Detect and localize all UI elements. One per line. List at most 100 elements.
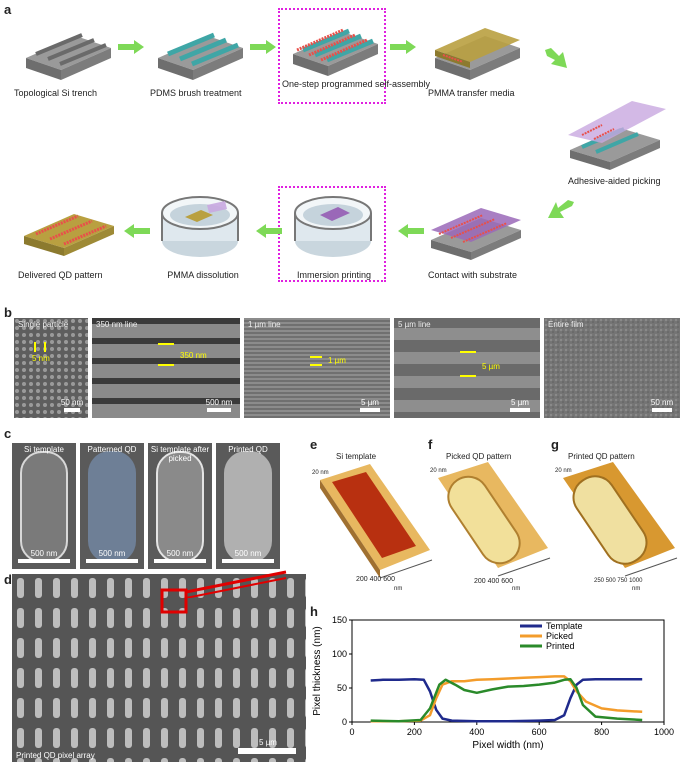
- pmma-transfer-illustration: [435, 28, 520, 80]
- contact-substrate-illustration: [431, 208, 521, 260]
- x-axis-label: Pixel width (nm): [472, 740, 543, 751]
- left-arrow-icon: [398, 224, 424, 238]
- legend-label-picked: Picked: [546, 631, 573, 641]
- step-label-si-trench: Topological Si trench: [14, 88, 98, 98]
- measure-label: 5 µm: [482, 362, 500, 371]
- pixel-array-texture: [12, 574, 306, 762]
- c-tile-si-after-picked: Si template after picked 500 nm: [148, 443, 212, 569]
- tile-label: Printed QD: [228, 445, 268, 454]
- tile-label: Entire film: [548, 320, 584, 329]
- tile-label: 350 nm line: [96, 320, 138, 329]
- measure-marker: [310, 364, 322, 366]
- particle-texture: [14, 318, 88, 418]
- afm-z-label-f: 20 nm: [430, 468, 447, 474]
- si-trench-illustration: [26, 33, 111, 80]
- down-left-arrow-icon: [548, 200, 574, 218]
- delivered-pattern-illustration: [24, 214, 114, 256]
- right-arrow-icon: [118, 40, 144, 54]
- measure-marker: [460, 351, 476, 353]
- scale-bar: 5 µm: [506, 398, 534, 412]
- scale-bar: 50 nm: [648, 398, 676, 412]
- step-label-dissolution: PMMA dissolution: [167, 270, 239, 280]
- c-tile-patterned-qd: Patterned QD 500 nm: [80, 443, 144, 569]
- series-line-picked: [370, 675, 643, 723]
- afm-z-label-e: 20 nm: [312, 470, 329, 476]
- c-tile-printed-qd: Printed QD 500 nm: [216, 443, 280, 569]
- y-tick-label: 150: [332, 615, 347, 625]
- x-tick-label: 1000: [654, 727, 674, 737]
- afm-printed-pattern: [563, 462, 678, 577]
- afm-ticks-e: 200 400 600: [356, 576, 395, 583]
- c-tile-si-template: Si template 500 nm: [12, 443, 76, 569]
- scale-bar: 50 nm: [60, 398, 84, 412]
- measure-marker: [44, 342, 46, 352]
- chart-axes: 0 200 400 600 800 1000 0 50 100 150 Pixel width (n…: [312, 615, 674, 751]
- sem-tile-5um-line: 5 µm line 5 µm 5 µm: [394, 318, 540, 418]
- sem-tile-single-particle: Single particle 5 nm 50 nm: [14, 318, 88, 418]
- measure-marker: [158, 343, 174, 345]
- image-label: Printed QD pixel array: [16, 751, 95, 760]
- thickness-line-chart: 0 200 400 600 800 1000 0 50 100 150 Pixel width (n…: [312, 615, 674, 751]
- adhesive-picking-illustration: [568, 101, 666, 170]
- step-label-adhesive-picking: Adhesive-aided picking: [568, 176, 661, 186]
- sem-tile-1um-line: 1 µm line 1 µm 5 µm: [244, 318, 390, 418]
- immersion-dish-illustration: [294, 196, 372, 257]
- x-tick-label: 600: [532, 727, 547, 737]
- measure-marker: [158, 364, 174, 366]
- measure-label: 350 nm: [180, 351, 207, 360]
- tile-label: Si template: [23, 445, 65, 454]
- scale-bar: 500 nm: [80, 549, 144, 563]
- panel-g-letter: g: [551, 437, 559, 452]
- legend-label-template: Template: [546, 621, 583, 631]
- panel-d-letter: d: [4, 572, 12, 587]
- x-tick-label: 400: [469, 727, 484, 737]
- afm-z-label-g: 20 nm: [555, 468, 572, 474]
- line-texture: [244, 318, 390, 418]
- measure-marker: [460, 375, 476, 377]
- afm-si-template: [320, 464, 433, 579]
- tile-label: Single particle: [18, 320, 69, 329]
- scale-bar: 5 µm: [356, 398, 384, 412]
- x-tick-label: 800: [594, 727, 609, 737]
- measure-marker: [34, 342, 36, 352]
- afm-axis-label-e: nm: [394, 586, 403, 592]
- step-label-delivered: Delivered QD pattern: [18, 270, 103, 280]
- down-arrow-icon: [545, 48, 567, 68]
- plot-frame: [351, 619, 665, 723]
- step-label-immersion: Immersion printing: [296, 270, 372, 280]
- left-arrow-icon: [256, 224, 282, 238]
- tile-label: Patterned QD: [87, 445, 137, 454]
- afm-title-f: Picked QD pattern: [446, 452, 512, 461]
- afm-title-g: Printed QD pattern: [568, 452, 635, 461]
- panel-e-letter: e: [310, 437, 318, 452]
- y-tick-label: 100: [332, 649, 347, 659]
- chart-series: [370, 675, 643, 723]
- panel-h-letter: h: [310, 604, 318, 619]
- x-tick-label: 0: [349, 727, 354, 737]
- y-axis-label: Pixel thickness (nm): [312, 626, 323, 715]
- step-label-pmma-transfer: PMMA transfer media: [428, 88, 515, 98]
- left-arrow-icon: [124, 224, 150, 238]
- scale-bar: 500 nm: [216, 549, 280, 563]
- line-texture: [394, 328, 540, 412]
- right-arrow-icon: [250, 40, 276, 54]
- scale-bar: 500 nm: [202, 398, 236, 412]
- highlight-box-self-assembly: [278, 8, 386, 104]
- sem-tile-350nm-line: 350 nm line 350 nm 500 nm: [92, 318, 240, 418]
- tile-label: 5 µm line: [398, 320, 431, 329]
- panel-b-letter: b: [4, 305, 12, 320]
- afm-picked-pattern: [438, 462, 551, 577]
- pdms-treatment-illustration: [158, 32, 243, 80]
- pixel-array-image: Printed QD pixel array 5 µm: [12, 574, 306, 762]
- afm-axis-label-f: nm: [512, 586, 521, 592]
- step-label-pdms: PDMS brush treatment: [150, 88, 242, 98]
- series-line-printed: [370, 677, 643, 723]
- panel-c-letter: c: [4, 426, 12, 441]
- sem-tile-entire-film: Entire film 50 nm: [544, 318, 680, 418]
- afm-title-e: Si template: [336, 452, 377, 461]
- scale-bar: 5 µm: [238, 738, 298, 754]
- measure-label: 1 µm: [328, 356, 346, 365]
- scale-bar: 500 nm: [12, 549, 76, 563]
- measure-label: 5 nm: [32, 354, 50, 363]
